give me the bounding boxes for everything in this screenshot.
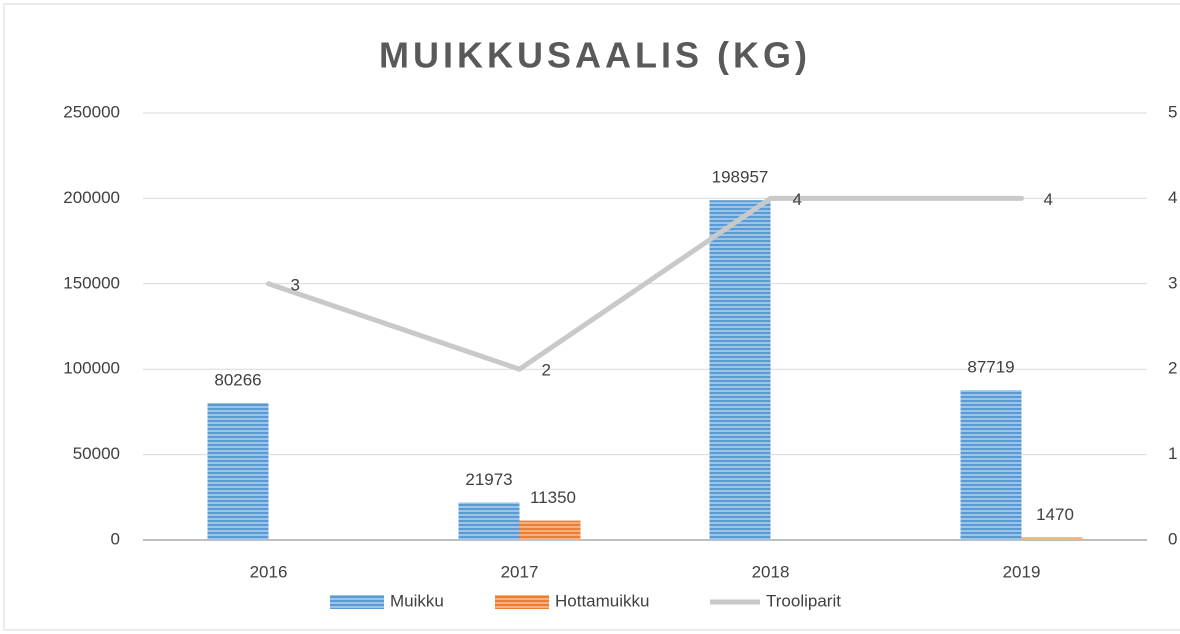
x-tick-label: 2018 — [752, 562, 790, 581]
x-tick-label: 2017 — [501, 562, 539, 581]
bar — [519, 520, 581, 540]
data-label: 198957 — [712, 168, 769, 187]
y-tick-label: 200000 — [63, 188, 120, 207]
legend-swatch — [495, 595, 549, 609]
data-label: 1470 — [1036, 505, 1074, 524]
bar — [207, 402, 269, 540]
x-tick-label: 2019 — [1003, 562, 1041, 581]
y2-tick-label: 3 — [1168, 273, 1177, 292]
legend-swatch — [330, 595, 384, 609]
bar — [1021, 537, 1083, 540]
y-tick-label: 0 — [111, 529, 120, 548]
y-tick-label: 50000 — [73, 444, 120, 463]
y-tick-label: 100000 — [63, 359, 120, 378]
y2-tick-label: 2 — [1168, 359, 1177, 378]
legend-label: Trooliparit — [766, 591, 841, 610]
data-label: 21973 — [465, 470, 512, 489]
y2-tick-label: 0 — [1168, 529, 1177, 548]
bar — [709, 200, 771, 540]
data-label: 2 — [542, 361, 551, 380]
y-tick-label: 150000 — [63, 273, 120, 292]
data-label: 11350 — [530, 488, 576, 507]
y2-tick-label: 4 — [1168, 188, 1177, 207]
y-tick-label: 250000 — [63, 102, 120, 121]
data-label: 4 — [793, 190, 802, 209]
y2-tick-label: 1 — [1168, 444, 1177, 463]
data-label: 80266 — [214, 370, 261, 389]
bar — [458, 502, 520, 540]
data-label: 4 — [1044, 190, 1053, 209]
legend-label: Muikku — [390, 591, 444, 610]
data-label: 87719 — [967, 358, 1014, 377]
chart-title: MUIKKUSAALIS (KG) — [379, 35, 811, 76]
line — [266, 195, 1024, 372]
x-tick-label: 2016 — [250, 562, 288, 581]
bar — [960, 390, 1022, 540]
data-label: 3 — [291, 275, 300, 294]
y2-tick-label: 5 — [1168, 102, 1177, 121]
legend-label: Hottamuikku — [555, 591, 649, 610]
